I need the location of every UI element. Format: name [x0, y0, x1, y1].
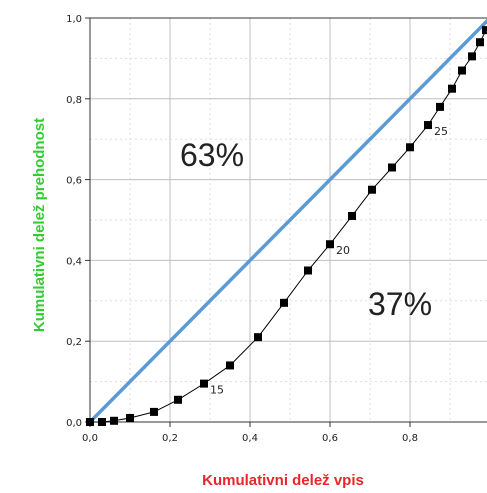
series-layer [86, 18, 487, 426]
lorenz-point [424, 121, 432, 130]
lorenz-point [476, 38, 484, 47]
lorenz-point [226, 361, 234, 370]
lorenz-point [174, 395, 182, 404]
lorenz-point [388, 163, 396, 172]
y-axis-label: Kumulativni delež prehodnost [31, 118, 48, 332]
y-tick-label: 1,0 [66, 14, 82, 25]
point-label: 25 [434, 125, 448, 138]
x-tick-label: 0,8 [402, 433, 418, 444]
x-tick-label: 0,2 [162, 433, 178, 444]
point-label: 20 [336, 244, 350, 257]
y-tick-label: 0,8 [66, 95, 82, 106]
lorenz-point [458, 66, 466, 75]
lorenz-point [406, 143, 414, 152]
lorenz-point [448, 84, 456, 93]
lorenz-point [110, 416, 118, 425]
lorenz-point [280, 298, 288, 307]
lorenz-point [326, 240, 334, 249]
lorenz-point [200, 379, 208, 388]
x-tick-label: 0,6 [322, 433, 338, 444]
axis-ticks: 0,00,20,40,60,810,00,20,40,60,81,0 [66, 14, 487, 444]
labels-layer: 15 20 25 [210, 125, 448, 397]
y-tick-label: 0,2 [66, 337, 82, 348]
lorenz-point [86, 418, 94, 426]
lorenz-point [150, 407, 158, 416]
upper-area-percent: 63% [180, 137, 244, 173]
lorenz-point [98, 418, 106, 426]
lorenz-point [348, 211, 356, 220]
y-tick-label: 0,4 [66, 256, 82, 267]
lorenz-point [126, 413, 134, 422]
x-tick-label: 0,0 [82, 433, 98, 444]
lorenz-point [254, 333, 262, 342]
lorenz-point [436, 102, 444, 111]
lorenz-point [468, 52, 476, 61]
lorenz-point [304, 266, 312, 275]
x-axis-label: Kumulativni delež vpis [202, 472, 364, 489]
point-label: 15 [210, 384, 224, 397]
lorenz-point [482, 26, 487, 35]
plot-frame [89, 17, 487, 423]
grid-lines [90, 18, 487, 422]
equality-line [88, 18, 487, 424]
x-tick-label: 0,4 [242, 433, 258, 444]
y-tick-label: 0,6 [66, 176, 82, 187]
lorenz-point [368, 185, 376, 194]
lower-area-percent: 37% [368, 286, 432, 322]
y-tick-label: 0,0 [66, 418, 82, 429]
